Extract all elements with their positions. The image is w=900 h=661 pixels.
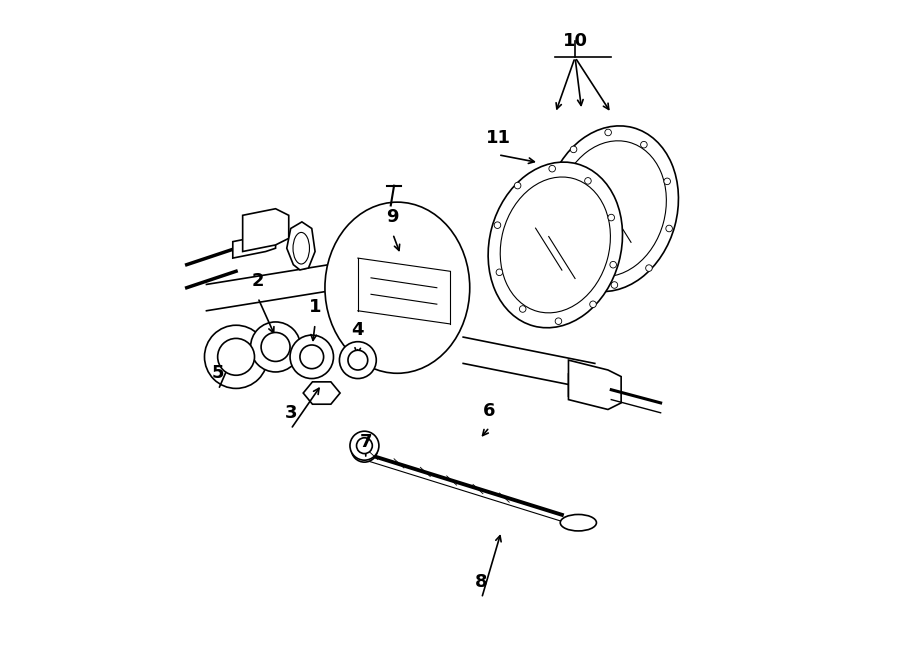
Circle shape (641, 141, 647, 148)
Ellipse shape (561, 514, 597, 531)
Circle shape (645, 265, 652, 272)
Ellipse shape (290, 335, 334, 379)
Ellipse shape (500, 177, 610, 313)
Circle shape (494, 222, 500, 229)
Text: 8: 8 (475, 573, 488, 591)
Ellipse shape (261, 332, 290, 362)
Circle shape (611, 282, 617, 288)
Ellipse shape (218, 338, 255, 375)
Ellipse shape (356, 438, 373, 453)
Circle shape (664, 178, 670, 184)
Circle shape (549, 165, 555, 172)
Ellipse shape (544, 126, 679, 292)
Circle shape (571, 146, 577, 153)
Text: 3: 3 (284, 404, 297, 422)
Polygon shape (233, 235, 275, 258)
Circle shape (555, 318, 562, 325)
Ellipse shape (556, 141, 666, 277)
Text: 4: 4 (352, 321, 365, 340)
Ellipse shape (204, 325, 267, 389)
Polygon shape (303, 382, 340, 405)
Ellipse shape (348, 350, 368, 370)
Circle shape (610, 261, 616, 268)
Circle shape (585, 178, 591, 184)
Text: 10: 10 (562, 32, 588, 50)
Text: 6: 6 (483, 402, 496, 420)
Circle shape (496, 269, 503, 276)
Polygon shape (243, 209, 289, 252)
Polygon shape (287, 222, 315, 270)
Text: 1: 1 (309, 299, 321, 317)
Circle shape (590, 301, 597, 307)
Circle shape (550, 186, 557, 192)
Ellipse shape (315, 389, 328, 398)
Polygon shape (569, 360, 621, 409)
Circle shape (575, 270, 582, 276)
Circle shape (605, 129, 611, 136)
Ellipse shape (293, 233, 310, 264)
Circle shape (666, 225, 672, 232)
Circle shape (608, 214, 615, 221)
Circle shape (552, 233, 559, 239)
Ellipse shape (250, 322, 301, 372)
Ellipse shape (351, 436, 378, 462)
Polygon shape (569, 373, 611, 407)
Ellipse shape (488, 162, 623, 328)
Circle shape (519, 305, 526, 312)
Text: 7: 7 (359, 434, 372, 451)
Circle shape (514, 182, 521, 189)
Ellipse shape (325, 202, 470, 373)
Text: 2: 2 (251, 272, 264, 290)
Ellipse shape (300, 345, 324, 369)
Ellipse shape (350, 431, 379, 460)
Text: 11: 11 (486, 130, 510, 147)
Ellipse shape (339, 342, 376, 379)
Text: 9: 9 (386, 208, 399, 226)
Text: 5: 5 (212, 364, 225, 382)
